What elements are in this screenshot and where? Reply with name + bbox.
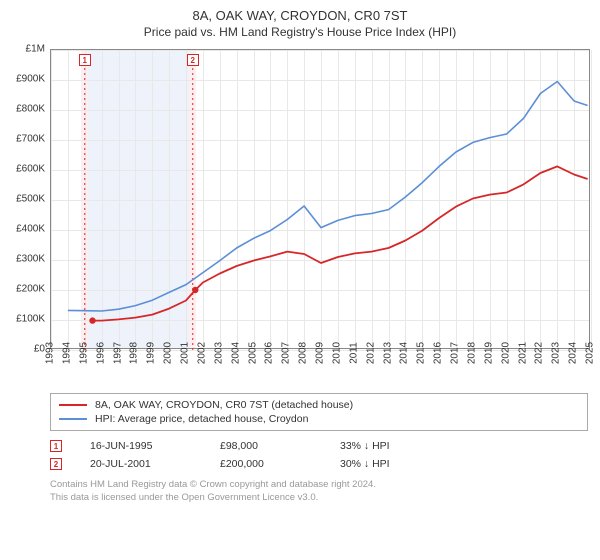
footer-line2: This data is licensed under the Open Gov…: [50, 492, 588, 505]
sale-row-marker: 2: [50, 458, 62, 470]
x-tick-label: 2025: [585, 342, 596, 364]
sale-marker-box: 1: [79, 54, 91, 66]
gridline-vertical: [591, 50, 592, 348]
x-tick-label: 2016: [433, 342, 444, 364]
x-tick-label: 2011: [348, 342, 359, 364]
sale-marker-box: 2: [187, 54, 199, 66]
sale-row: 2 20-JUL-2001£200,00030% ↓ HPI: [50, 455, 588, 473]
x-tick-label: 2000: [163, 342, 174, 364]
legend-item: 8A, OAK WAY, CROYDON, CR0 7ST (detached …: [59, 398, 579, 412]
x-tick-label: 2003: [213, 342, 224, 364]
chart-title: 8A, OAK WAY, CROYDON, CR0 7ST: [0, 8, 600, 23]
y-tick-label: £0: [34, 344, 45, 355]
title-area: 8A, OAK WAY, CROYDON, CR0 7ST Price paid…: [0, 0, 600, 41]
sale-diff: 30% ↓ HPI: [340, 458, 390, 470]
sale-row-marker: 1: [50, 440, 62, 452]
legend-label: HPI: Average price, detached house, Croy…: [95, 413, 308, 425]
x-tick-label: 1993: [45, 342, 56, 364]
x-tick-label: 2012: [365, 342, 376, 364]
y-tick-label: £900K: [16, 74, 45, 85]
footer-line1: Contains HM Land Registry data © Crown c…: [50, 479, 588, 492]
sale-price: £200,000: [220, 458, 340, 470]
x-tick-label: 2005: [247, 342, 258, 364]
sale-date: 20-JUL-2001: [90, 458, 220, 470]
x-tick-label: 2022: [534, 342, 545, 364]
plot-area: 12: [50, 49, 590, 349]
footer-attribution: Contains HM Land Registry data © Crown c…: [50, 479, 588, 505]
y-tick-label: £700K: [16, 134, 45, 145]
plot-svg: [51, 50, 591, 350]
legend-item: HPI: Average price, detached house, Croy…: [59, 412, 579, 426]
x-tick-label: 1995: [78, 342, 89, 364]
y-tick-label: £300K: [16, 254, 45, 265]
x-tick-label: 2017: [450, 342, 461, 364]
x-tick-label: 2010: [331, 342, 342, 364]
y-tick-label: £400K: [16, 224, 45, 235]
x-tick-label: 2014: [399, 342, 410, 364]
x-tick-label: 2008: [298, 342, 309, 364]
x-tick-label: 1994: [61, 342, 72, 364]
sale-date: 16-JUN-1995: [90, 440, 220, 452]
y-tick-label: £200K: [16, 284, 45, 295]
series-line-hpi: [68, 82, 588, 312]
x-tick-label: 2001: [180, 342, 191, 364]
x-tick-label: 1996: [95, 342, 106, 364]
legend-label: 8A, OAK WAY, CROYDON, CR0 7ST (detached …: [95, 399, 353, 411]
x-tick-label: 1999: [146, 342, 157, 364]
chart-container: 8A, OAK WAY, CROYDON, CR0 7ST Price paid…: [0, 0, 600, 560]
y-tick-label: £600K: [16, 164, 45, 175]
x-tick-label: 2023: [551, 342, 562, 364]
x-tick-label: 1998: [129, 342, 140, 364]
chart-subtitle: Price paid vs. HM Land Registry's House …: [0, 25, 600, 39]
chart-area: 12 £0£100K£200K£300K£400K£500K£600K£700K…: [50, 49, 590, 389]
x-tick-label: 2021: [517, 342, 528, 364]
legend-swatch: [59, 404, 87, 406]
y-tick-label: £800K: [16, 104, 45, 115]
x-tick-label: 2006: [264, 342, 275, 364]
series-line-price_paid: [93, 166, 588, 320]
x-tick-label: 2002: [196, 342, 207, 364]
x-tick-label: 2018: [466, 342, 477, 364]
legend-swatch: [59, 418, 87, 420]
x-tick-label: 2007: [281, 342, 292, 364]
y-tick-label: £100K: [16, 314, 45, 325]
sale-point-marker: [89, 317, 95, 323]
y-tick-label: £1M: [26, 44, 45, 55]
x-tick-label: 2019: [483, 342, 494, 364]
sale-diff: 33% ↓ HPI: [340, 440, 390, 452]
x-tick-label: 2020: [500, 342, 511, 364]
sales-table: 1 16-JUN-1995£98,00033% ↓ HPI 2 20-JUL-2001…: [50, 437, 588, 473]
x-tick-label: 2004: [230, 342, 241, 364]
x-tick-label: 1997: [112, 342, 123, 364]
sale-point-marker: [192, 287, 198, 293]
x-tick-label: 2024: [568, 342, 579, 364]
x-tick-label: 2015: [416, 342, 427, 364]
y-tick-label: £500K: [16, 194, 45, 205]
sale-row: 1 16-JUN-1995£98,00033% ↓ HPI: [50, 437, 588, 455]
x-tick-label: 2009: [315, 342, 326, 364]
legend: 8A, OAK WAY, CROYDON, CR0 7ST (detached …: [50, 393, 588, 431]
x-tick-label: 2013: [382, 342, 393, 364]
sale-price: £98,000: [220, 440, 340, 452]
